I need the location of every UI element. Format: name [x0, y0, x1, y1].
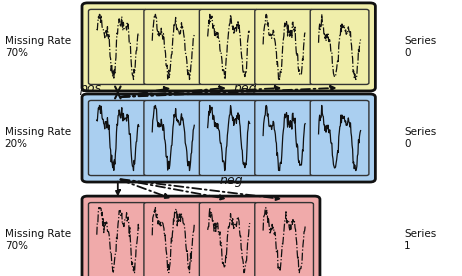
FancyBboxPatch shape	[89, 100, 147, 176]
FancyBboxPatch shape	[89, 203, 147, 276]
Text: neg: neg	[219, 174, 243, 187]
Text: neg: neg	[233, 82, 256, 95]
FancyBboxPatch shape	[82, 196, 320, 276]
Text: Missing Rate
20%: Missing Rate 20%	[5, 127, 71, 149]
FancyBboxPatch shape	[310, 9, 369, 84]
FancyBboxPatch shape	[144, 9, 202, 84]
FancyBboxPatch shape	[255, 9, 313, 84]
Text: pos: pos	[79, 82, 101, 95]
FancyBboxPatch shape	[144, 203, 202, 276]
FancyBboxPatch shape	[255, 100, 313, 176]
FancyBboxPatch shape	[255, 203, 313, 276]
FancyBboxPatch shape	[310, 100, 369, 176]
FancyBboxPatch shape	[82, 3, 375, 91]
FancyBboxPatch shape	[200, 203, 258, 276]
FancyBboxPatch shape	[144, 100, 202, 176]
Text: Series
0: Series 0	[404, 36, 437, 58]
FancyBboxPatch shape	[89, 9, 147, 84]
FancyBboxPatch shape	[82, 94, 375, 182]
Text: Missing Rate
70%: Missing Rate 70%	[5, 229, 71, 251]
Text: Series
1: Series 1	[404, 229, 437, 251]
FancyBboxPatch shape	[200, 100, 258, 176]
Text: Series
0: Series 0	[404, 127, 437, 149]
Text: Missing Rate
70%: Missing Rate 70%	[5, 36, 71, 58]
FancyBboxPatch shape	[200, 9, 258, 84]
